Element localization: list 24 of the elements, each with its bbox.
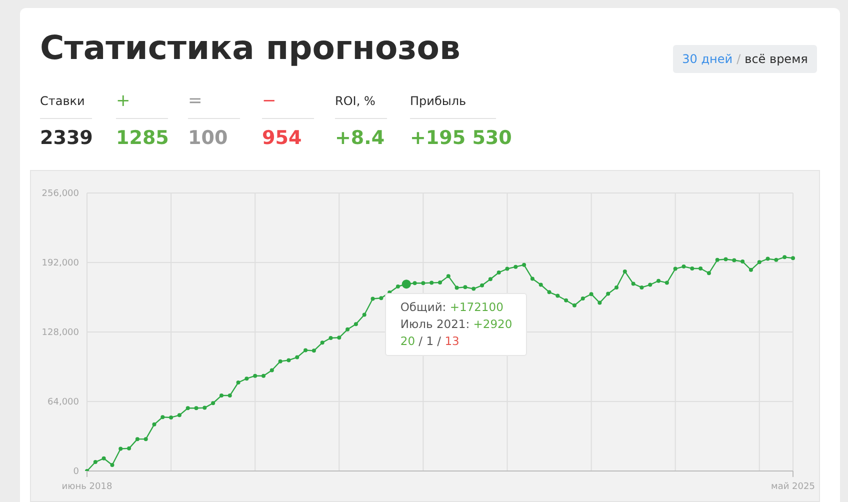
text: +8.4 — [335, 127, 385, 149]
category-label: − — [262, 91, 278, 111]
annotation: Июль 2021: +2920 — [400, 317, 512, 332]
y-tick-label: 192,000 — [42, 258, 80, 269]
annotation: 20 / 1 / 13 — [400, 334, 460, 348]
text: Статистика прогнозов — [40, 28, 460, 67]
text: 1285 — [116, 127, 169, 149]
category-label: = — [188, 91, 204, 111]
y-tick-label: 0 — [73, 467, 80, 478]
category-label: Ставки — [40, 93, 86, 110]
x-tick-label: июнь 2018 — [62, 482, 112, 492]
text: +195 530 — [410, 127, 512, 149]
category-label: + — [116, 91, 132, 111]
annotation: Общий: +172100 — [400, 300, 504, 314]
text: 954 — [262, 127, 302, 149]
text: 100 — [188, 127, 228, 149]
y-tick-label: 256,000 — [42, 189, 80, 200]
x-tick-label: май 2025 — [771, 482, 815, 492]
category-label: Прибыль — [410, 93, 468, 110]
category-label: ROI, % — [335, 93, 376, 110]
y-tick-label: 128,000 — [42, 328, 80, 338]
text: 2339 — [40, 127, 93, 149]
y-tick-label: 64,000 — [48, 398, 80, 408]
text: 30 дней / всё время — [682, 52, 808, 66]
